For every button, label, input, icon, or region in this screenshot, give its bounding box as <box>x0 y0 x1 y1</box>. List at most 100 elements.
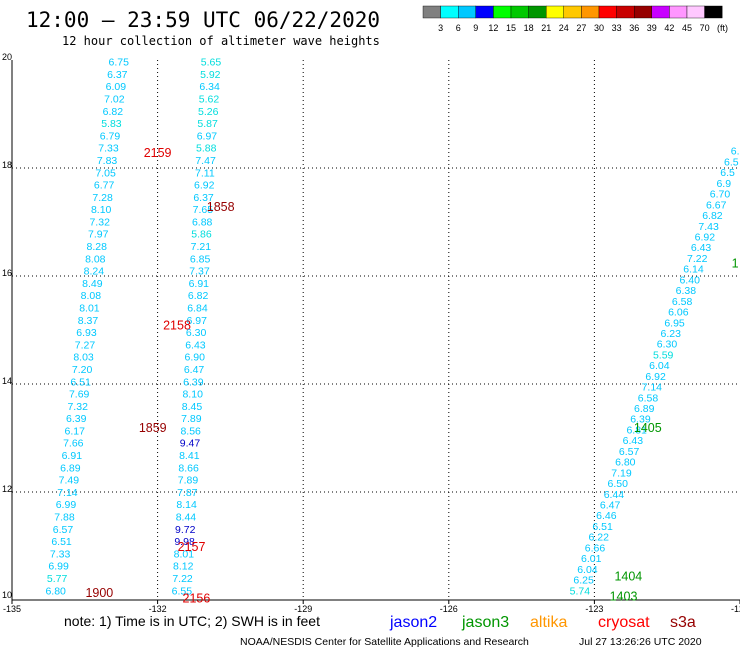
wave-height-label: 7.02 <box>104 94 125 106</box>
wave-height-label: 6.85 <box>190 253 211 265</box>
wave-height-label: 6.57 <box>619 446 640 458</box>
wave-height-label: 7.66 <box>63 438 84 450</box>
wave-height-label: 6.5 <box>720 167 735 179</box>
wave-height-label: 6.51 <box>70 376 91 388</box>
wave-height-label: 6.99 <box>56 499 77 511</box>
pass-time-label: 1405 <box>634 421 662 435</box>
wave-height-label: 6.58 <box>638 392 659 404</box>
wave-height-label: 7.14 <box>57 487 78 499</box>
wave-height-label: 6.47 <box>184 364 205 376</box>
wave-height-label: 6.37 <box>193 192 214 204</box>
wave-height-label: 6.30 <box>186 327 207 339</box>
wave-height-label: 8.03 <box>73 352 94 364</box>
wave-height-label: 6.34 <box>199 81 220 93</box>
wave-height-label: 6.51 <box>51 536 72 548</box>
colorbar-label: 42 <box>664 23 674 33</box>
wave-height-label: 5.26 <box>198 106 219 118</box>
wave-height-label: 6.46 <box>596 510 617 522</box>
satellite-legend: jason2 jason3 altika cryosat s3a <box>389 614 696 631</box>
wave-height-label: 6.89 <box>60 462 81 474</box>
pass-time-label: 2158 <box>163 319 191 333</box>
pass-time-label: 2156 <box>183 591 211 605</box>
wave-height-label: 6.57 <box>53 524 74 536</box>
wave-height-label: 7.05 <box>95 167 116 179</box>
wave-height-label: 8.10 <box>182 389 203 401</box>
wave-height-label: 6.47 <box>600 500 621 512</box>
wave-height-label: 6.92 <box>194 180 215 192</box>
y-tick-label: 14 <box>2 376 12 386</box>
colorbar-label: 30 <box>594 23 604 33</box>
wave-height-label: 6.77 <box>94 180 115 192</box>
pass-time-label: 1403 <box>610 590 638 604</box>
colorbar-swatch <box>422 5 441 19</box>
colorbar-label: 27 <box>576 23 586 33</box>
wave-height-label: 6.82 <box>103 106 124 118</box>
wave-height-label: 8.37 <box>78 315 99 327</box>
wave-height-label: 8.12 <box>173 561 194 573</box>
wave-height-label: 6.95 <box>664 317 685 329</box>
wave-height-label: 7.28 <box>92 192 113 204</box>
wave-height-label: 9.72 <box>175 524 196 536</box>
x-tick-label: -132 <box>149 604 167 614</box>
wave-height-label: 6.92 <box>645 371 666 383</box>
satellite-legend-s3a: s3a <box>670 614 696 631</box>
wave-height-label: 5.62 <box>199 94 220 106</box>
wave-height-label: 6.04 <box>577 564 598 576</box>
wave-height-label: 6.84 <box>187 303 208 315</box>
wave-height-label: 8.01 <box>79 303 100 315</box>
wave-height-label: 8.08 <box>81 290 102 302</box>
pass-time-label: 1404 <box>614 570 642 584</box>
wave-height-label: 7.97 <box>88 229 109 241</box>
wave-height-label: 6.70 <box>710 189 731 201</box>
wave-height-label: 6.97 <box>187 315 208 327</box>
colorbar-label: 33 <box>612 23 622 33</box>
wave-height-label: 7.43 <box>698 221 719 233</box>
wave-height-label: 5.88 <box>196 143 217 155</box>
wave-height-label: 6.25 <box>573 575 594 587</box>
wave-height-label: 7.32 <box>67 401 88 413</box>
wave-height-label: 6.55 <box>172 585 193 597</box>
wave-height-label: 5.83 <box>101 118 122 130</box>
wave-height-label: 8.10 <box>91 204 112 216</box>
wave-height-label: 6.66 <box>585 542 606 554</box>
wave-height-label: 6.91 <box>62 450 83 462</box>
satellite-legend-jason2: jason2 <box>389 614 437 631</box>
wave-height-label: 8.14 <box>176 499 197 511</box>
wave-height-label: 6.51 <box>592 521 613 533</box>
colorbar-label: 3 <box>438 23 443 33</box>
pass-time-label: 2159 <box>144 146 172 160</box>
wave-height-label: 6.90 <box>185 352 206 364</box>
x-tick-label: -135 <box>3 604 21 614</box>
chart-title: 12:00 – 23:59 UTC 06/22/2020 <box>26 8 380 32</box>
wave-height-label: 5.74 <box>570 585 591 597</box>
pass-time-label: 1900 <box>85 586 113 600</box>
wave-height-label: 6.43 <box>623 435 644 447</box>
wave-height-label: 7.14 <box>642 382 663 394</box>
wave-height-label: 6.75 <box>109 57 130 69</box>
y-tick-label: 18 <box>2 160 12 170</box>
wave-height-label: 8.24 <box>84 266 105 278</box>
plot-axes: -135 -132 -129 -126 -123 -120 20 18 16 14 12 10 <box>2 52 740 614</box>
wave-height-label: 9.98 <box>174 536 195 548</box>
colorbar-legend: 3 6 9 12 15 18 21 24 27 30 33 36 39 42 45 70 (ft) <box>422 5 728 33</box>
wave-height-label: 7.88 <box>54 512 75 524</box>
colorbar-unit: (ft) <box>717 23 728 33</box>
wave-height-label: 6.14 <box>683 264 704 276</box>
colorbar-swatch <box>493 5 512 19</box>
colorbar-swatch <box>510 5 529 19</box>
colorbar-swatch <box>634 5 653 19</box>
wave-height-label: 6.92 <box>695 231 716 243</box>
wave-height-label: 7.19 <box>611 467 632 479</box>
wave-height-label: 6.43 <box>691 242 712 254</box>
colorbar-swatch <box>563 5 582 19</box>
wave-height-label: 8.56 <box>180 425 201 437</box>
wave-height-label: 7.69 <box>69 389 90 401</box>
colorbar-label: 45 <box>682 23 692 33</box>
wave-height-label: 7.33 <box>98 143 119 155</box>
pass-time-label: 1859 <box>139 421 167 435</box>
x-tick-label: -123 <box>585 604 603 614</box>
wave-height-label: 7.65 <box>193 204 214 216</box>
wave-height-label: 6.82 <box>188 290 209 302</box>
wave-height-label: 6.81 <box>626 424 647 436</box>
